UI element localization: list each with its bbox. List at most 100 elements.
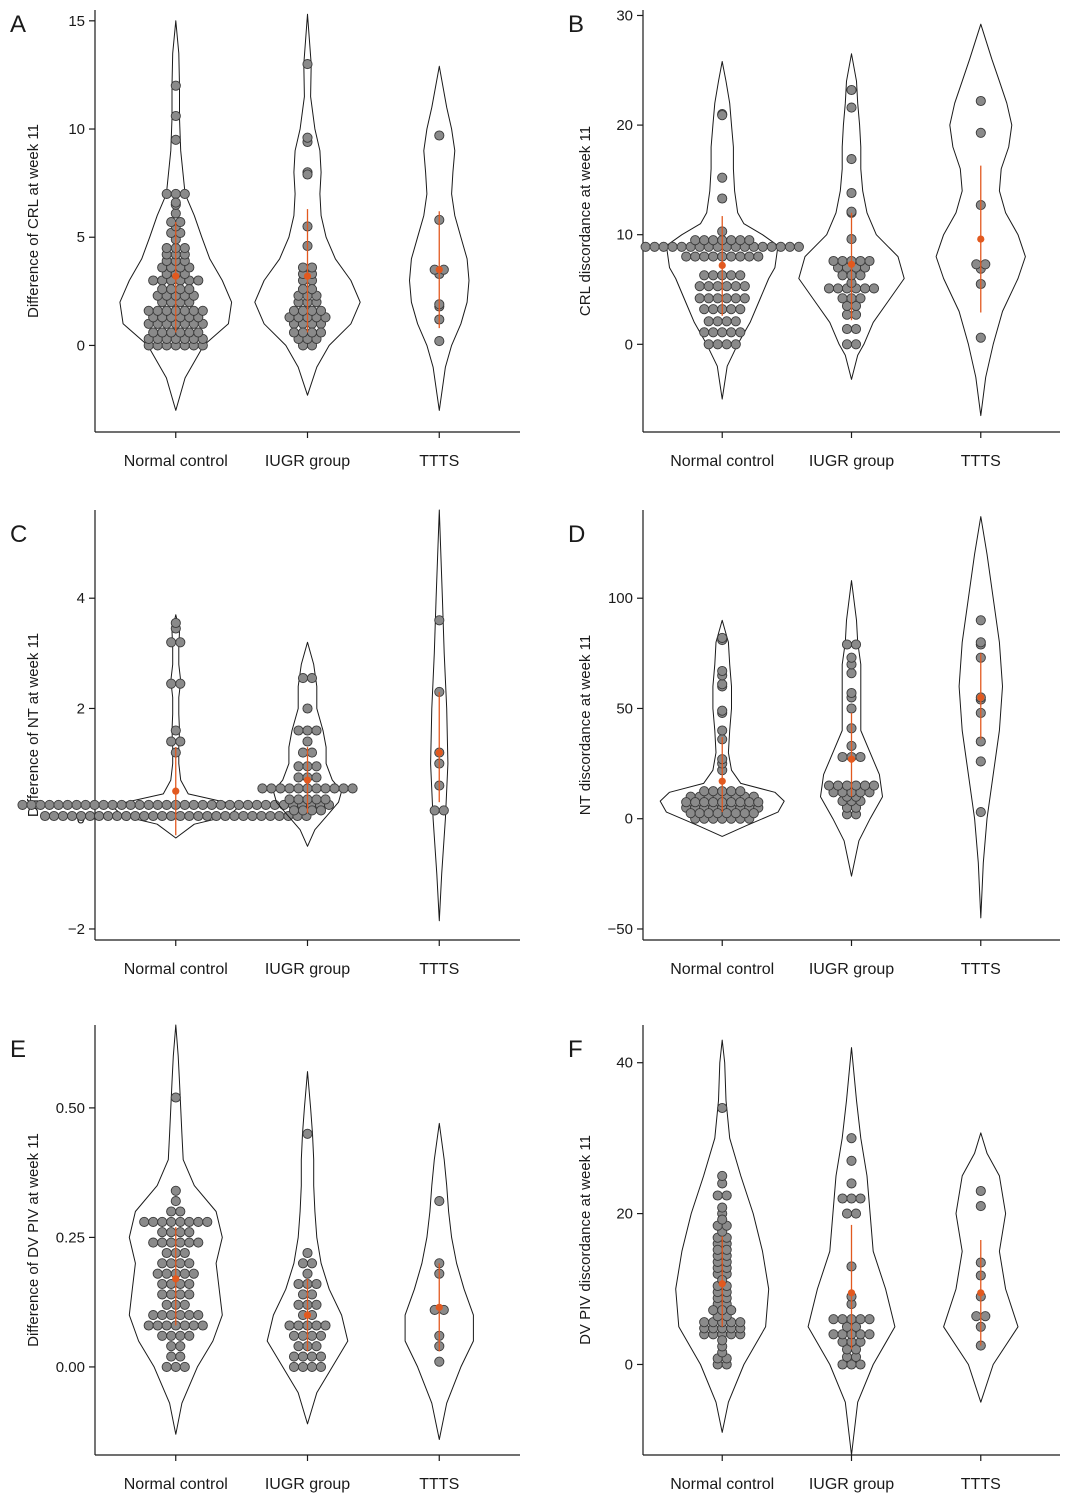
data-point	[730, 316, 741, 327]
data-point	[721, 1190, 732, 1201]
mean-marker	[718, 261, 726, 269]
y-axis-label: Difference of NT at week 11	[25, 633, 42, 817]
data-point	[864, 255, 875, 267]
data-point	[429, 805, 440, 816]
data-point	[712, 808, 723, 819]
data-point	[170, 197, 181, 208]
data-point	[35, 799, 46, 810]
data-point	[753, 251, 764, 262]
data-point	[215, 799, 226, 810]
data-point	[735, 786, 746, 797]
data-point	[302, 1128, 313, 1139]
data-point	[717, 110, 728, 121]
data-point	[148, 1237, 159, 1248]
data-point	[179, 1320, 190, 1331]
data-point	[753, 797, 764, 808]
data-point	[269, 799, 280, 810]
data-point	[302, 1247, 313, 1259]
group-normal-control	[640, 61, 804, 400]
data-point	[708, 797, 719, 808]
panel-letter: D	[568, 521, 585, 548]
data-point	[175, 1258, 186, 1269]
data-point	[293, 783, 304, 794]
data-point	[306, 1351, 318, 1362]
data-point	[157, 1278, 168, 1290]
data-point	[306, 262, 318, 273]
data-point	[438, 805, 449, 816]
violin-outline	[113, 614, 239, 839]
data-point	[975, 637, 986, 648]
data-point	[823, 780, 835, 791]
data-point	[868, 780, 880, 791]
data-point	[161, 1299, 172, 1310]
group-normal-control	[17, 614, 335, 839]
data-point	[721, 808, 732, 819]
data-point	[57, 810, 69, 822]
data-point	[846, 154, 857, 165]
x-tick-label-normal-control: Normal control	[124, 1476, 228, 1493]
data-point	[161, 1361, 172, 1372]
data-point	[44, 799, 55, 810]
data-point	[726, 270, 737, 281]
data-point	[184, 1227, 195, 1238]
data-point	[184, 327, 195, 338]
data-point	[832, 283, 844, 294]
panel-letter: B	[568, 11, 584, 38]
data-point	[170, 617, 181, 629]
data-point	[971, 1311, 982, 1322]
data-point	[320, 794, 331, 805]
data-point	[726, 304, 737, 315]
data-point	[184, 1237, 195, 1248]
data-point	[306, 673, 318, 684]
data-point	[708, 327, 719, 338]
data-point	[708, 1305, 719, 1316]
data-point	[699, 304, 710, 315]
data-point	[157, 1310, 168, 1321]
data-point	[828, 1314, 839, 1325]
data-point	[293, 1278, 304, 1290]
x-tick-label-normal-control: Normal control	[124, 453, 228, 470]
data-point	[841, 780, 853, 791]
data-point	[744, 251, 755, 262]
data-point	[315, 305, 327, 316]
data-point	[434, 336, 445, 347]
data-point	[202, 1216, 213, 1227]
data-point	[846, 187, 857, 199]
data-point	[735, 1317, 746, 1328]
mean-marker	[172, 787, 180, 795]
data-point	[89, 799, 100, 810]
data-point	[166, 1330, 177, 1341]
group-normal-control	[128, 1024, 223, 1435]
data-point	[717, 1102, 728, 1114]
data-point	[175, 1289, 186, 1300]
violin-outline	[807, 1047, 896, 1456]
y-tick-label: 5	[77, 229, 85, 246]
data-point	[850, 1208, 862, 1219]
data-point	[855, 1314, 866, 1325]
mean-marker	[435, 266, 443, 274]
y-tick-label: 100	[608, 590, 633, 607]
data-point	[717, 725, 728, 736]
panel-d: D −50 0 50 100 NT discordance at week 11 Norma…	[568, 510, 1060, 978]
y-tick-label: 0.00	[56, 1359, 85, 1376]
data-point	[841, 309, 853, 320]
data-point	[166, 810, 177, 822]
mean-marker	[435, 1303, 443, 1311]
data-point	[726, 1305, 737, 1316]
x-tick-label-normal-control: Normal control	[124, 961, 228, 978]
data-point	[699, 251, 710, 262]
data-point	[161, 188, 172, 199]
data-point	[302, 1268, 313, 1279]
data-point	[793, 241, 804, 252]
violin-outline	[958, 516, 1003, 919]
data-point	[157, 1258, 168, 1269]
data-point	[721, 293, 732, 304]
data-point	[302, 59, 313, 70]
data-point	[699, 797, 710, 808]
data-point	[850, 323, 862, 335]
group-normal-control	[675, 1039, 770, 1433]
data-point	[166, 1258, 177, 1269]
data-point	[85, 810, 96, 822]
x-tick-label-normal-control: Normal control	[670, 453, 774, 470]
